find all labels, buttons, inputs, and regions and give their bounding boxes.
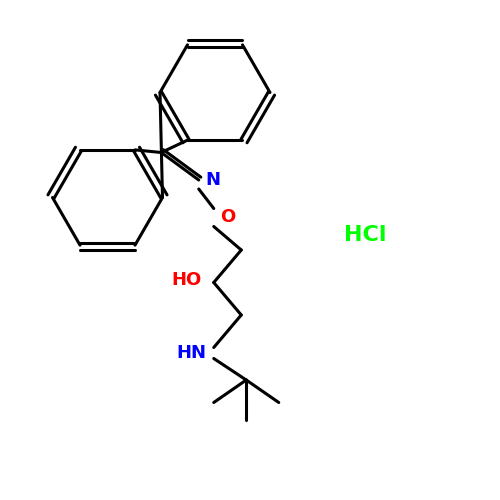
- Text: HO: HO: [171, 271, 202, 289]
- Text: O: O: [220, 208, 235, 226]
- Text: HCl: HCl: [344, 225, 386, 245]
- Text: N: N: [205, 171, 220, 189]
- Text: HN: HN: [176, 344, 206, 361]
